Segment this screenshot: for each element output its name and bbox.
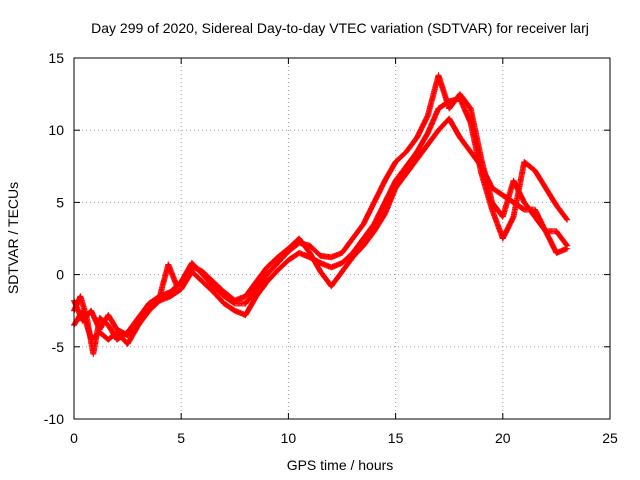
x-tick-label: 15: [388, 430, 404, 446]
y-tick-label: 10: [48, 122, 64, 138]
x-tick-label: 0: [70, 430, 78, 446]
y-tick-label: -5: [52, 339, 65, 355]
x-axis-label: GPS time / hours: [287, 457, 394, 473]
y-tick-label: 0: [56, 267, 64, 283]
grid: [74, 58, 610, 419]
y-axis-label: SDTVAR / TECUs: [5, 182, 21, 294]
y-tick-label: 5: [56, 194, 64, 210]
x-tick-label: 20: [495, 430, 511, 446]
y-tick-label: 15: [48, 50, 64, 66]
x-tick-label: 5: [177, 430, 185, 446]
plot-frame: [73, 57, 611, 420]
y-tick-label: -10: [44, 411, 64, 427]
chart-title: Day 299 of 2020, Sidereal Day-to-day VTE…: [91, 20, 589, 36]
x-tick-label: 10: [281, 430, 297, 446]
data-marks: [71, 72, 571, 357]
axis-ticks: 0 5 10 15 20 25 -10 -5 0 5 10 15: [44, 50, 618, 446]
x-tick-label: 25: [602, 430, 618, 446]
